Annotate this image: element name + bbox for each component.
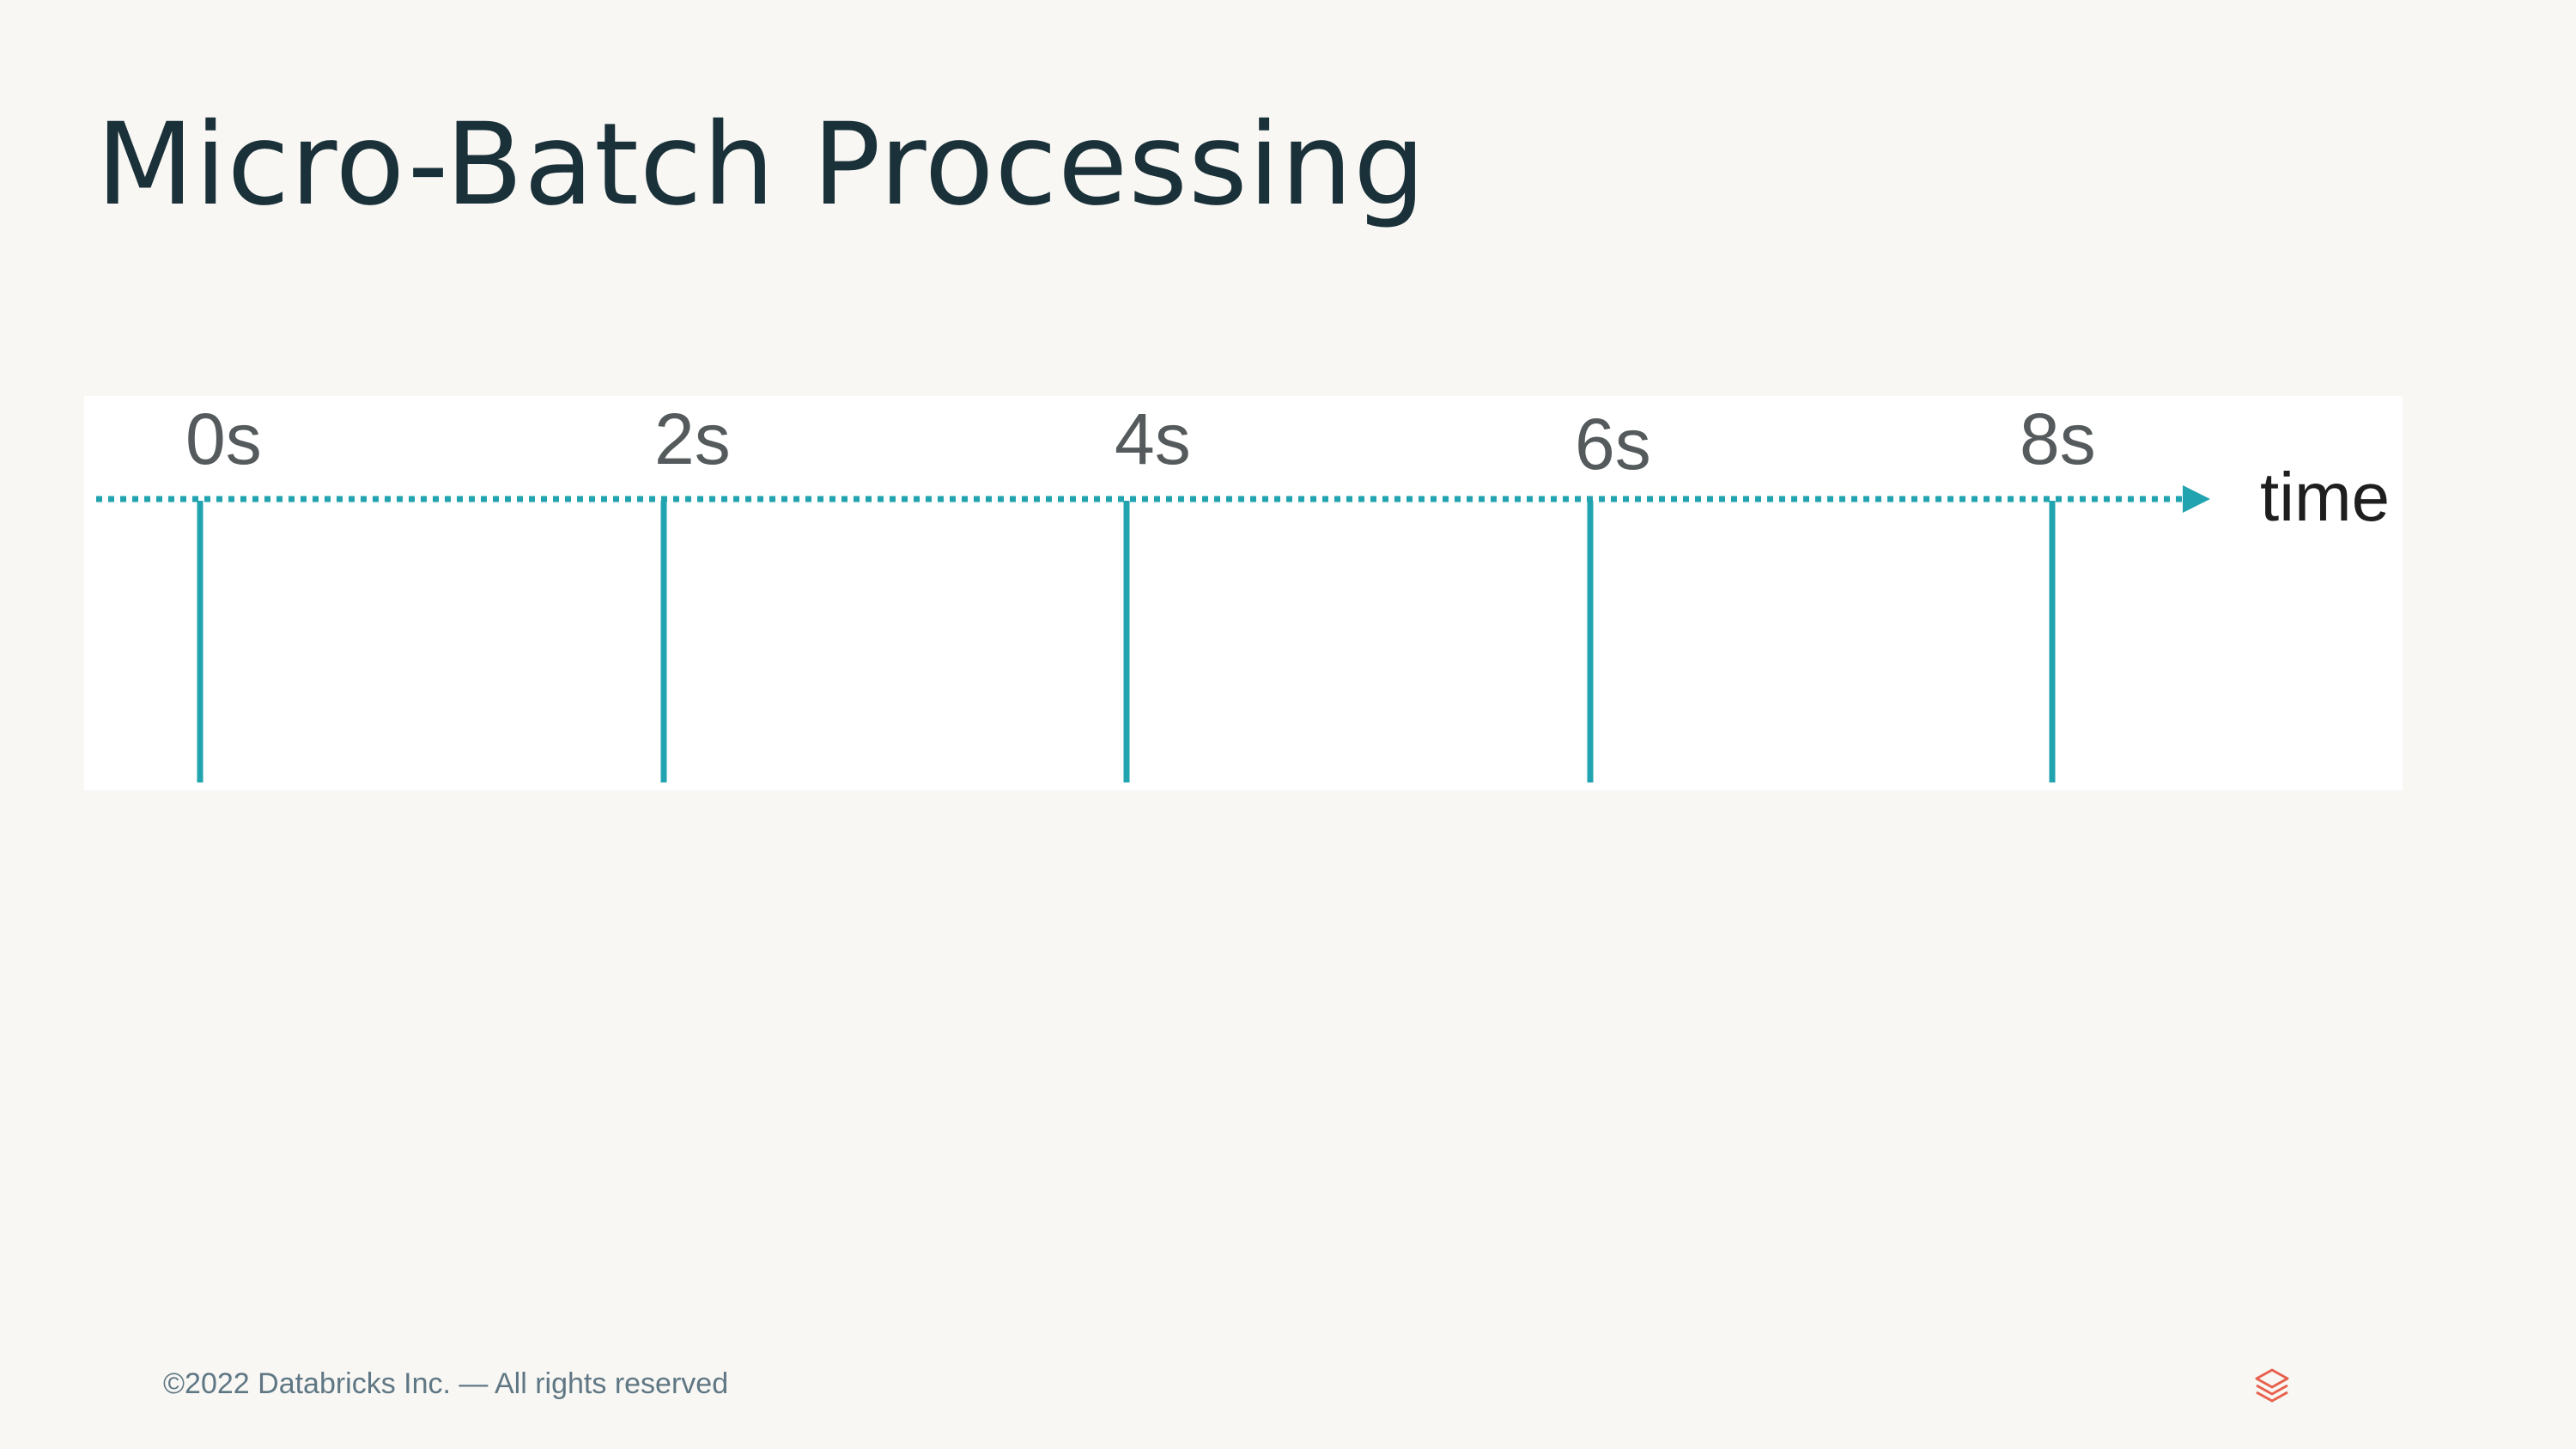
footer-copyright: ©2022 Databricks Inc. — All rights reser… [163, 1367, 729, 1400]
tick-label-2s: 2s [654, 399, 731, 479]
tick-label-8s: 8s [2020, 399, 2096, 479]
slide-title: Micro-Batch Processing [96, 99, 1426, 231]
timeline-diagram: 0s 2s 4s 6s 8s time [84, 396, 2403, 790]
time-axis-label: time [2260, 459, 2391, 535]
time-axis-arrowhead [2183, 485, 2210, 513]
tick-label-6s: 6s [1575, 404, 1651, 484]
timeline-svg [96, 485, 2210, 782]
tick-label-4s: 4s [1115, 399, 1191, 479]
databricks-logo-icon [2255, 1368, 2289, 1403]
tick-label-0s: 0s [185, 399, 262, 479]
